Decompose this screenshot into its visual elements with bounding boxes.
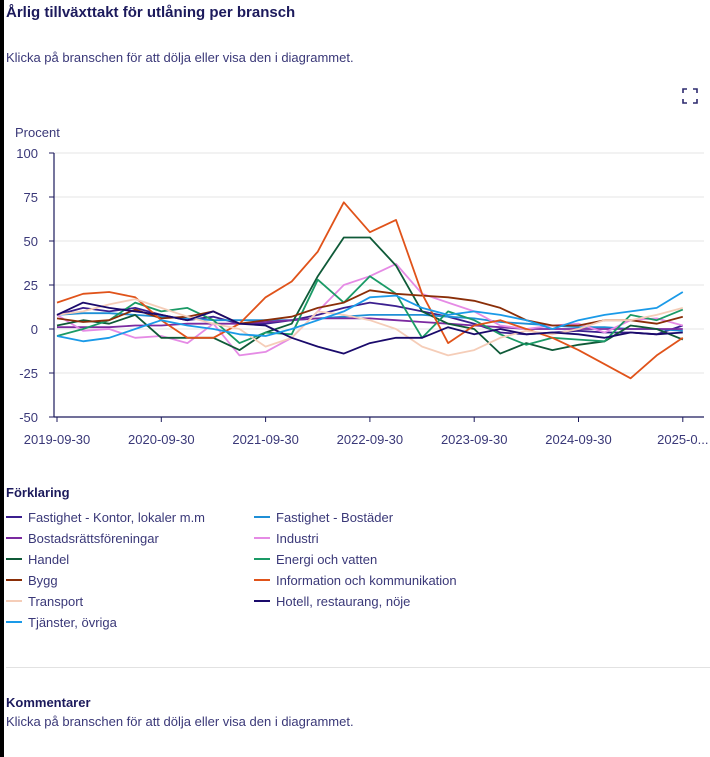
x-tick-label: 2021-09-30 — [232, 432, 299, 447]
comments-text: Klicka på branschen för att dölja eller … — [6, 714, 354, 729]
legend-item[interactable]: Information och kommunikation — [254, 571, 514, 589]
legend-title: Förklaring — [6, 485, 70, 500]
legend-label: Tjänster, övriga — [28, 614, 117, 630]
legend-swatch — [6, 600, 22, 602]
y-tick-label: -25 — [19, 366, 38, 381]
y-axis-label: Procent — [15, 125, 60, 140]
legend-swatch — [6, 621, 22, 623]
x-tick-label: 2019-09-30 — [24, 432, 91, 447]
legend-swatch — [254, 600, 270, 602]
legend-label: Information och kommunikation — [276, 572, 457, 588]
x-tick-label: 2020-09-30 — [128, 432, 195, 447]
series-line-3 — [56, 263, 684, 357]
legend-label: Hotell, restaurang, nöje — [276, 593, 411, 609]
legend-swatch — [6, 558, 22, 560]
legend-item[interactable]: Fastighet - Bostäder — [254, 508, 514, 526]
legend-item[interactable]: Transport — [6, 592, 254, 610]
y-tick-label: 75 — [24, 190, 38, 205]
legend-item[interactable]: Fastighet - Kontor, lokaler m.m — [6, 508, 254, 526]
legend-swatch — [254, 579, 270, 581]
legend-label: Fastighet - Kontor, lokaler m.m — [28, 509, 206, 525]
comments-title: Kommentarer — [6, 695, 91, 710]
series-line-5 — [56, 275, 684, 346]
x-tick-label: 2023-09-30 — [441, 432, 508, 447]
y-tick-label: 100 — [16, 146, 38, 161]
x-tick-label: 2025-0... — [657, 432, 708, 447]
legend-swatch — [6, 579, 22, 581]
legend-item[interactable]: Hotell, restaurang, nöje — [254, 592, 514, 610]
legend-label: Bostadsrättsföreningar — [28, 530, 159, 546]
y-tick-label: -50 — [19, 410, 38, 425]
legend-item[interactable]: Handel — [6, 550, 254, 568]
divider — [6, 667, 710, 668]
y-tick-label: 0 — [31, 322, 38, 337]
series-line-1 — [56, 312, 683, 332]
legend-label: Energi och vatten — [276, 551, 378, 567]
legend-item[interactable]: Energi och vatten — [254, 550, 514, 568]
y-tick-label: 50 — [24, 234, 38, 249]
legend-swatch — [254, 537, 270, 539]
left-border — [0, 0, 4, 757]
legend-label: Transport — [28, 593, 84, 609]
series-line-8 — [56, 298, 684, 357]
expand-icon[interactable] — [682, 88, 698, 104]
legend-item[interactable]: Tjänster, övriga — [6, 613, 254, 631]
series-line-9 — [56, 301, 683, 355]
legend-item[interactable]: Industri — [254, 529, 514, 547]
legend-label: Fastighet - Bostäder — [276, 509, 394, 525]
series-line-4 — [56, 236, 684, 355]
line-chart: Procent 100 75 50 25 0 -25 -50 2019-09-30 2020-09… — [15, 125, 708, 447]
legend-label: Industri — [276, 530, 319, 546]
legend-item[interactable]: Bygg — [6, 571, 254, 589]
legend-swatch — [254, 558, 270, 560]
y-tick-label: 25 — [24, 278, 38, 293]
x-tick-label: 2024-09-30 — [545, 432, 612, 447]
chart-subtitle: Klicka på branschen för att dölja eller … — [6, 50, 354, 65]
legend-swatch — [254, 516, 270, 518]
legend-swatch — [6, 516, 22, 518]
legend-label: Bygg — [28, 572, 58, 588]
legend-swatch — [6, 537, 22, 539]
series-line-10 — [56, 291, 684, 343]
x-tick-label: 2022-09-30 — [337, 432, 404, 447]
legend: Fastighet - Kontor, lokaler m.m Fastighet… — [6, 508, 526, 631]
chart-title: Årlig tillväxttakt för utlåning per bran… — [6, 4, 296, 21]
legend-label: Handel — [28, 551, 70, 567]
legend-item[interactable]: Bostadsrättsföreningar — [6, 529, 254, 547]
series-line-6 — [56, 289, 684, 327]
